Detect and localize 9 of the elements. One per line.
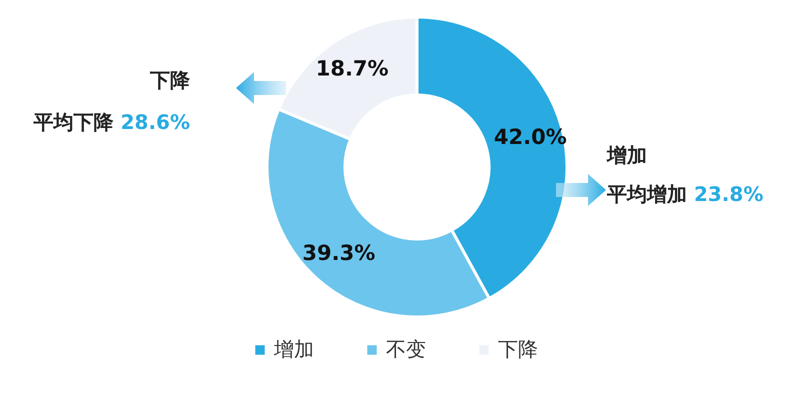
legend-label: 下降	[498, 337, 538, 361]
text: 下降	[150, 68, 190, 92]
data-label: 18.7%	[316, 56, 389, 81]
legend-label: 不变	[386, 337, 426, 361]
legend-label: 增加	[273, 337, 314, 361]
text: 平均下降 28.6%	[34, 110, 190, 134]
text: 增加	[607, 143, 647, 167]
data-label: 39.3%	[302, 241, 376, 266]
text: 平均增加 23.8%	[607, 182, 764, 206]
